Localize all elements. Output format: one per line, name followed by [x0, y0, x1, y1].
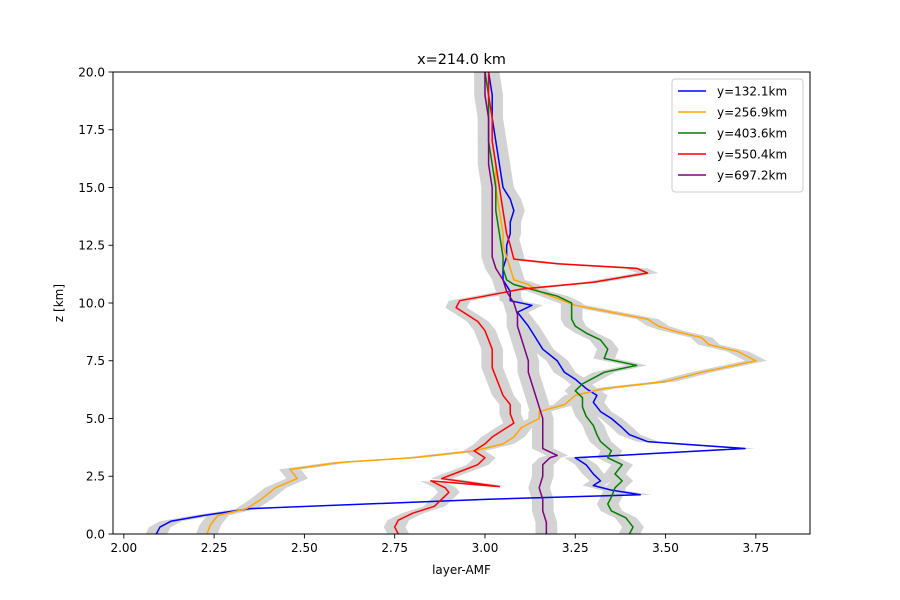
- y-tick-label: 12.5: [78, 239, 105, 253]
- chart-title: x=214.0 km: [417, 52, 506, 68]
- legend-label-5: y=697.2km: [717, 168, 787, 182]
- y-tick-label: 15.0: [78, 181, 105, 195]
- x-tick-label: 2.75: [381, 541, 408, 555]
- y-tick-label: 17.5: [78, 123, 105, 137]
- legend: y=132.1km y=256.9km y=403.6km y=550.4km y=69…: [671, 78, 804, 193]
- y-tick-label: 10.0: [78, 296, 105, 310]
- legend-label-2: y=256.9km: [717, 105, 787, 119]
- legend-label-1: y=132.1km: [717, 84, 787, 98]
- series-line-3: [484, 72, 638, 534]
- series-line-1: [155, 72, 746, 534]
- series-lines: [155, 72, 757, 534]
- series-line-2: [206, 72, 757, 534]
- y-tick-label: 5.0: [86, 412, 105, 426]
- series-line-4: [393, 72, 649, 534]
- x-tick-label: 3.50: [652, 541, 679, 555]
- y-tick-label: 20.0: [78, 65, 105, 79]
- y-tick-label: 2.5: [86, 470, 105, 484]
- x-tick-label: 3.00: [472, 541, 499, 555]
- legend-label-4: y=550.4km: [717, 147, 787, 161]
- uncertainty-band-1: [145, 72, 756, 534]
- y-axis: 0.0 2.5 5.0 7.5 10.0 12.5 15.0 17.5 20.0: [78, 65, 113, 541]
- x-axis-title: layer-AMF: [432, 563, 491, 577]
- x-tick-label: 3.25: [562, 541, 589, 555]
- x-axis: 2.00 2.25 2.50 2.75 3.00 3.25 3.50 3.75: [110, 534, 769, 555]
- x-tick-label: 2.50: [291, 541, 318, 555]
- x-tick-label: 2.25: [201, 541, 228, 555]
- y-tick-label: 7.5: [86, 354, 105, 368]
- x-tick-label: 2.00: [110, 541, 137, 555]
- x-tick-label: 3.75: [742, 541, 769, 555]
- y-tick-label: 0.0: [86, 527, 105, 541]
- legend-box: [671, 78, 804, 193]
- legend-label-3: y=403.6km: [717, 126, 787, 140]
- series-line-5: [484, 72, 558, 534]
- y-axis-title: z [km]: [52, 284, 66, 322]
- uncertainty-band-3: [474, 72, 648, 534]
